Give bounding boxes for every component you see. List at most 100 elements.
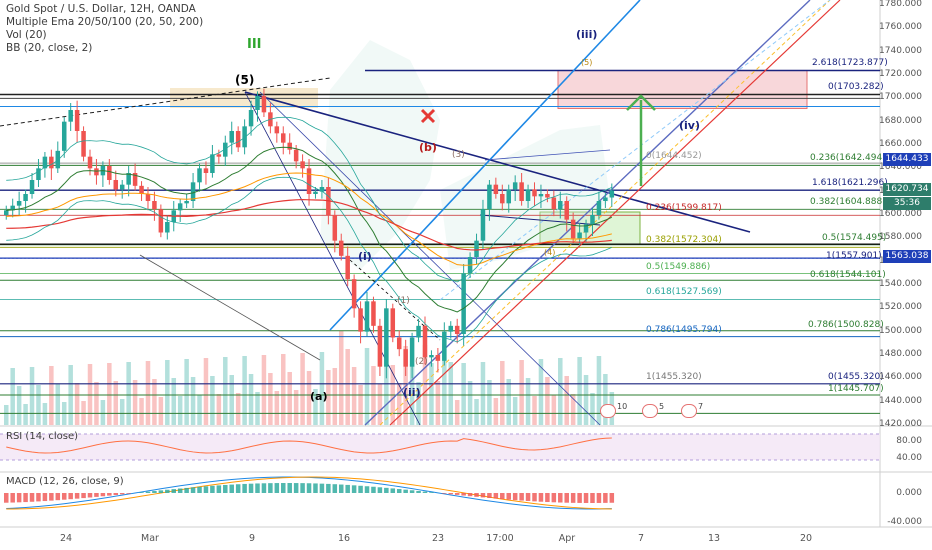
macd-hist: [261, 483, 267, 493]
event-flag-icon[interactable]: [600, 404, 616, 418]
fib-level-label: 0.786(1495.794): [646, 325, 722, 335]
macd-hist: [313, 483, 318, 493]
macd-hist: [371, 486, 376, 493]
volume-bar: [545, 377, 550, 425]
candle-body: [55, 150, 61, 169]
event-flag-icon[interactable]: [681, 404, 697, 418]
macd-hist: [242, 483, 247, 493]
macd-hist: [49, 493, 54, 501]
macd-hist: [268, 483, 273, 493]
volume-bar: [23, 404, 28, 425]
candle-body: [87, 156, 93, 169]
macd-hist: [55, 493, 61, 501]
candle-body: [442, 331, 447, 361]
volume-bar: [422, 345, 428, 425]
volume-bar: [132, 380, 138, 425]
trend-line: [329, 0, 641, 331]
fib-level-label: 0.5(1549.886): [646, 262, 711, 272]
trend-line: [139, 254, 321, 361]
price-tick: 1480.000: [879, 349, 922, 359]
wave-label-5-small: (5): [581, 58, 593, 67]
time-tick: 16: [337, 533, 351, 544]
price-tick: 1680.000: [879, 115, 922, 126]
volume-bar: [500, 361, 505, 425]
volume-bar: [55, 384, 61, 425]
macd-hist: [525, 493, 531, 501]
candle-body: [119, 184, 125, 190]
candle-body: [287, 142, 292, 150]
macd-hist: [545, 493, 550, 503]
volume-bar: [235, 393, 241, 425]
volume-bar: [242, 356, 247, 425]
volume-bar: [210, 376, 215, 425]
volume-bar: [454, 400, 460, 425]
legend-ema[interactable]: Multiple Ema 20/50/100 (20, 50, 200): [6, 16, 204, 28]
legend-vol[interactable]: Vol (20): [6, 29, 47, 41]
rsi-pane-label[interactable]: RSI (14, close): [6, 431, 79, 442]
candle-body: [384, 308, 389, 367]
candle-body: [390, 308, 396, 338]
candle-body: [416, 325, 421, 338]
volume-bar: [29, 367, 35, 425]
volume-bar: [326, 370, 331, 425]
candle-body: [519, 182, 524, 201]
macd-hist: [81, 493, 86, 499]
candle-body: [313, 191, 318, 194]
macd-hist: [538, 493, 544, 502]
fib-level-label: 0(1644.452): [646, 151, 702, 161]
volume-bar: [197, 395, 202, 425]
ema-20: [6, 146, 613, 313]
ema-200: [6, 198, 612, 251]
macd-hist: [68, 493, 73, 500]
volume-bar: [107, 363, 112, 425]
macd-hist: [338, 484, 344, 493]
fib-level-label: 0.236(1599.817): [646, 203, 722, 213]
volume-bar: [139, 398, 144, 425]
volume-bar: [480, 362, 486, 425]
trend-line: [349, 259, 441, 341]
macd-pane-label[interactable]: MACD (12, 26, close, 9): [6, 476, 124, 487]
candle-body: [61, 121, 67, 151]
wave-label-ii: (ii): [403, 386, 421, 399]
candle-body: [461, 273, 466, 334]
candle-body: [229, 131, 234, 143]
macd-hist: [36, 493, 41, 502]
candle-body: [281, 133, 286, 143]
macd-hist: [107, 493, 112, 496]
candle-body: [216, 154, 222, 157]
target-arrow-head: [626, 94, 656, 111]
legend-bb[interactable]: BB (20, close, 2): [6, 42, 93, 54]
symbol-title[interactable]: Gold Spot / U.S. Dollar, 12H, OANDA: [6, 3, 196, 15]
target-zone: [557, 69, 808, 110]
fib-level-label: 0(1455.320): [828, 372, 884, 382]
macd-hist: [416, 490, 421, 493]
volume-bar: [603, 374, 608, 425]
macd-hist: [345, 484, 350, 493]
candle-body: [152, 201, 157, 210]
candle-body: [319, 187, 325, 192]
event-flag-icon[interactable]: [642, 404, 658, 418]
candle-body: [474, 240, 479, 257]
macd-hist: [448, 493, 454, 495]
price-tag: 1620.734: [883, 183, 931, 196]
candle-body: [126, 173, 131, 185]
wave-label-5: (5): [235, 73, 255, 87]
volume-bar: [338, 331, 344, 425]
candle-body: [506, 189, 511, 204]
candle-body: [564, 201, 569, 220]
volume-bar: [274, 391, 280, 425]
time-tick: 20: [799, 533, 813, 544]
price-tag: 1563.038: [883, 250, 931, 263]
volume-bar: [248, 374, 254, 425]
candle-body: [609, 190, 615, 198]
macd-hist: [165, 489, 170, 493]
macd-hist: [512, 493, 518, 501]
volume-bar: [165, 360, 170, 425]
volume-bar: [126, 362, 131, 425]
candle-body: [158, 209, 164, 233]
macd-hist: [396, 489, 402, 493]
volume-bar: [538, 359, 544, 425]
trend-line: [484, 149, 611, 161]
volume-bar: [519, 360, 524, 425]
